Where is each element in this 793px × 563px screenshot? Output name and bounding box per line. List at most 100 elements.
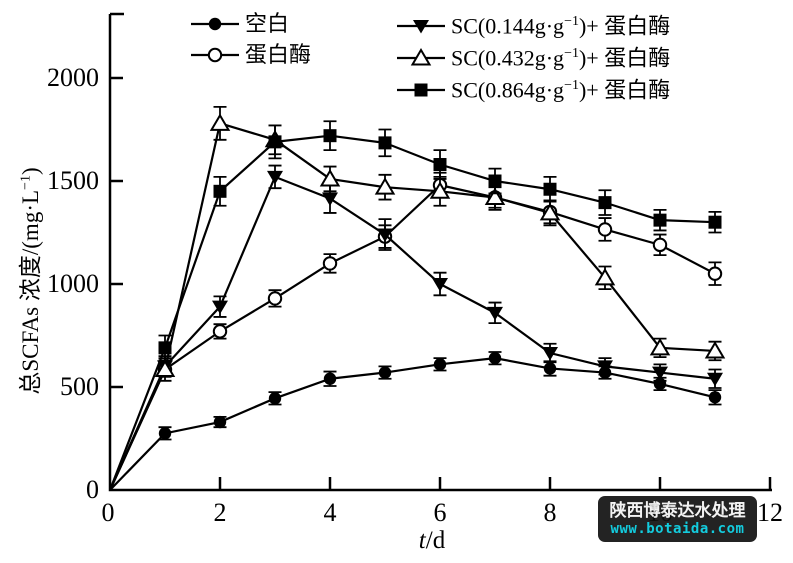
filled-square-marker — [268, 135, 282, 149]
error-bars — [158, 120, 722, 362]
filled-square-legend-icon — [397, 83, 445, 97]
legend-label-sc-0432: SC(0.432g·g−1)+ 蛋白酶 — [451, 45, 671, 71]
legend-entry-blank: 空白 — [190, 13, 311, 35]
filled-circle-marker — [323, 372, 337, 385]
open-circle-marker — [322, 256, 338, 271]
filled-triangle-down-marker — [322, 192, 338, 207]
legend-label-protease: 蛋白酶 — [245, 42, 312, 67]
x-tick-label: 12 — [757, 498, 783, 527]
series-sc-0432 — [108, 105, 726, 491]
filled-triangle-down-marker — [267, 170, 283, 185]
open-triangle-up-marker — [649, 337, 671, 356]
series-blank — [109, 351, 722, 491]
filled-square-marker — [158, 341, 172, 355]
y-axis-label-text: 总SCFAs 浓度/(mg·L — [18, 189, 43, 395]
filled-triangle-down-marker — [542, 347, 558, 361]
filled-circle-marker — [208, 17, 222, 31]
filled-square-marker — [323, 129, 337, 143]
y-axis-label: 总SCFAs 浓度/(mg·L−1) — [11, 81, 45, 481]
watermark-website: www.botaida.com — [610, 520, 745, 537]
filled-circle-marker — [708, 391, 722, 404]
filled-triangle-down-marker — [707, 372, 723, 387]
series-protease — [108, 171, 723, 491]
series-line — [108, 183, 716, 491]
open-triangle-up-legend-icon — [397, 48, 445, 66]
legend-entry-sc-0432: SC(0.432g·g−1)+ 蛋白酶 — [396, 45, 671, 71]
filled-square-marker — [598, 196, 612, 210]
y-tick-label: 1500 — [47, 166, 99, 195]
x-tick-label: 0 — [102, 498, 115, 527]
x-tick-label: 4 — [324, 498, 337, 527]
open-triangle-up-marker — [484, 187, 506, 205]
series-line — [108, 175, 716, 491]
legend-label-blank: 空白 — [245, 11, 290, 36]
open-triangle-up-marker — [539, 202, 561, 221]
filled-square-marker — [708, 215, 722, 229]
y-tick-label: 0 — [86, 475, 99, 504]
x-tick-label: 8 — [544, 498, 557, 527]
open-triangle-up-marker — [594, 267, 616, 286]
watermark-company-name: 陕西博泰达水处理 — [609, 500, 746, 521]
open-triangle-up-marker — [374, 177, 396, 195]
y-axis-label-close: ) — [18, 167, 43, 176]
legend-label-sc-0864: SC(0.864g·g−1)+ 蛋白酶 — [451, 77, 671, 103]
legend-column-left: 空白 蛋白酶 — [190, 13, 311, 66]
series-sc-0144 — [108, 164, 723, 491]
legend-label-sc-0144: SC(0.144g·g−1)+ 蛋白酶 — [451, 13, 671, 39]
y-tick-label: 2000 — [47, 63, 99, 92]
watermark: 陕西博泰达水处理 www.botaida.com — [598, 496, 757, 542]
open-circle-marker — [207, 47, 223, 63]
filled-circle-marker — [213, 415, 227, 429]
filled-circle-marker — [378, 366, 392, 379]
open-circle-marker — [707, 266, 723, 281]
series-line — [108, 121, 716, 491]
x-axis-label: t/d — [382, 527, 482, 555]
x-axis-label-unit: /d — [425, 527, 446, 554]
x-tick-label: 2 — [214, 498, 227, 527]
filled-triangle-down-marker — [652, 366, 668, 381]
open-triangle-up-marker — [209, 113, 231, 131]
filled-circle-marker — [433, 358, 447, 371]
filled-circle-marker — [158, 427, 172, 440]
filled-square-marker — [488, 174, 502, 188]
filled-triangle-down-marker — [212, 300, 228, 315]
open-circle-marker — [597, 222, 613, 237]
y-tick-label: 500 — [60, 372, 99, 401]
open-circle-marker — [652, 237, 668, 253]
open-circle-marker — [212, 324, 228, 339]
filled-square-marker — [433, 158, 447, 172]
series-line — [108, 134, 716, 491]
open-triangle-up-marker — [154, 359, 176, 377]
filled-triangle-down-legend-icon — [397, 20, 445, 34]
filled-square-marker — [543, 182, 557, 196]
series-sc-0864 — [108, 120, 722, 491]
x-tick-label: 6 — [434, 498, 447, 527]
filled-triangle-down-marker — [413, 20, 429, 34]
legend-column-right: SC(0.144g·g−1)+ 蛋白酶 SC(0.432g·g−1)+ 蛋白酶 SC… — [396, 13, 671, 103]
filled-circle-marker — [488, 351, 502, 365]
series-line — [109, 357, 716, 491]
error-bars — [158, 105, 722, 382]
filled-triangle-down-marker — [597, 360, 613, 374]
filled-triangle-down-marker — [487, 306, 503, 321]
filled-square-marker — [213, 184, 227, 198]
legend-entry-sc-0864: SC(0.864g·g−1)+ 蛋白酶 — [396, 77, 671, 103]
filled-square-marker — [653, 213, 667, 227]
x-axis-label-variable: t — [418, 527, 426, 554]
open-circle-marker — [267, 291, 283, 306]
open-triangle-up-marker — [319, 168, 341, 187]
open-circle-legend-icon — [191, 47, 239, 63]
filled-circle-marker — [543, 362, 557, 375]
y-tick-label: 1000 — [47, 269, 99, 298]
filled-circle-marker — [268, 392, 282, 405]
legend-entry-protease: 蛋白酶 — [190, 44, 311, 66]
legend-entry-sc-0144: SC(0.144g·g−1)+ 蛋白酶 — [396, 13, 671, 39]
tick-labels: 0500100015002000024681012 — [47, 63, 783, 527]
filled-square-marker — [414, 83, 428, 97]
filled-circle-legend-icon — [191, 17, 239, 31]
open-triangle-up-marker — [429, 181, 451, 199]
y-axis-label-superscript: −1 — [18, 175, 34, 190]
filled-triangle-down-marker — [432, 278, 448, 292]
